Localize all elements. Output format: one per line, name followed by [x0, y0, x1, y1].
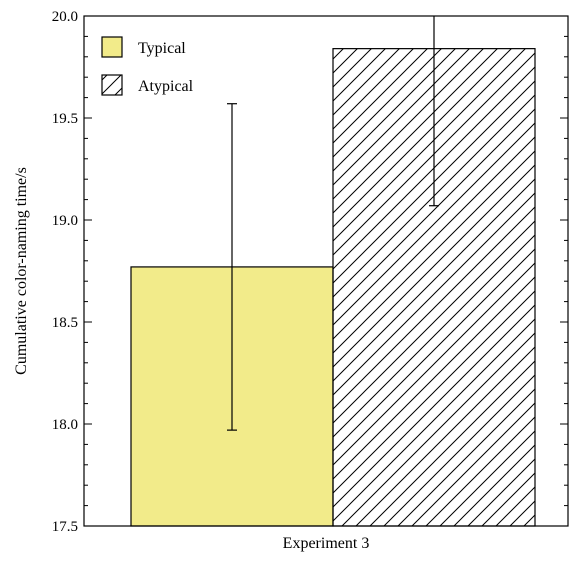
legend-label-typical: Typical [138, 40, 186, 57]
legend-label-atypical: Atypical [138, 78, 194, 95]
plot-frame [83, 15, 569, 527]
plot-top-mask [0, 0, 585, 16]
y-tick-label: 18.5 [52, 315, 78, 331]
y-tick-label: 20.0 [52, 9, 78, 25]
legend-swatch-typical [101, 36, 123, 58]
y-tick-label: 18.0 [52, 417, 78, 433]
y-tick-label: 19.0 [52, 213, 78, 229]
y-tick-label: 19.5 [52, 111, 78, 127]
y-axis-title: Cumulative color-naming time/s [13, 167, 30, 375]
legend-swatch-atypical [101, 74, 123, 96]
x-category-label: Experiment 3 [283, 535, 370, 552]
y-tick-label: 17.5 [52, 519, 78, 535]
